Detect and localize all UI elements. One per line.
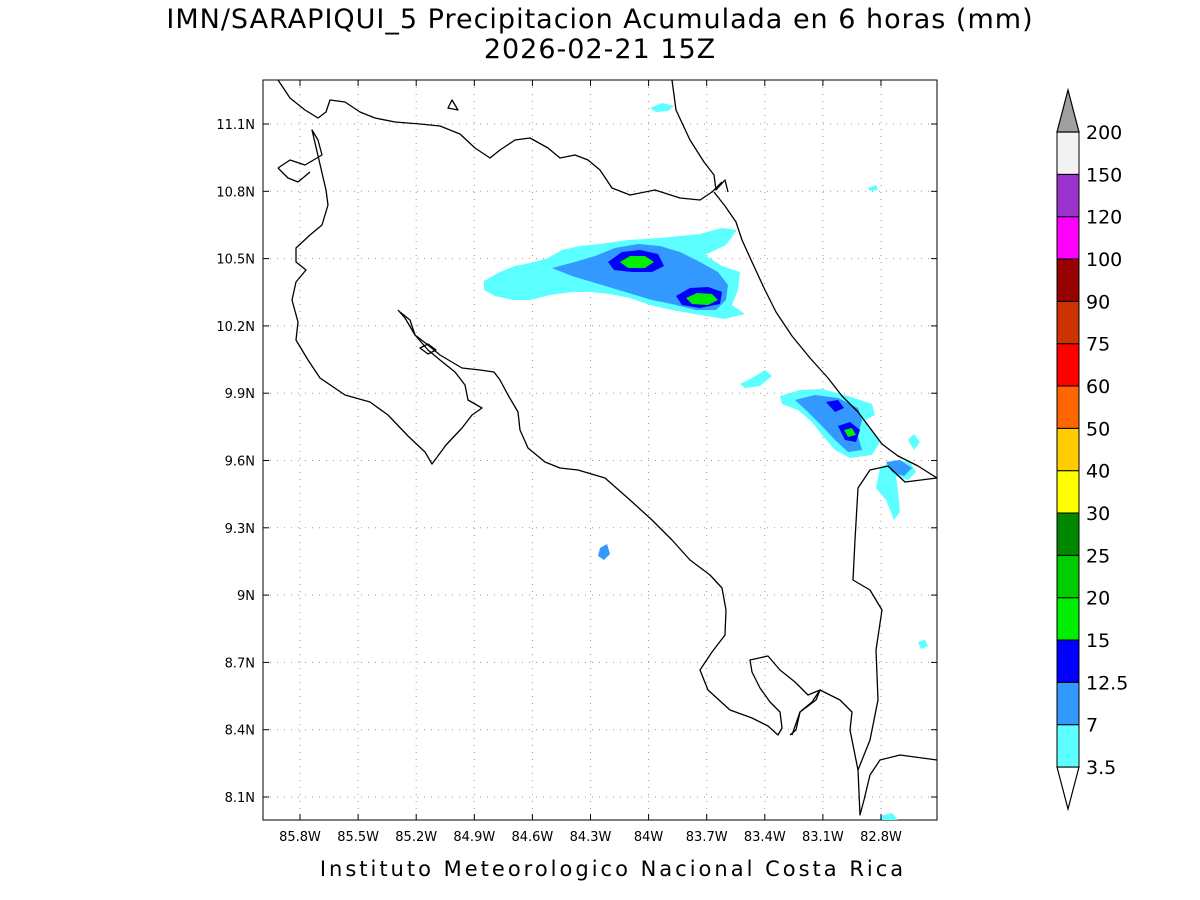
lon-label: 85.5W <box>337 830 379 845</box>
precip-cell-bottom <box>880 813 898 820</box>
precip-cell-pacific-se <box>918 640 928 649</box>
title-line-2: 2026-02-21 15Z <box>483 34 717 65</box>
precip-core-1 <box>620 256 654 268</box>
colorbar-swatch <box>1056 724 1080 768</box>
precip-cell-east <box>908 434 920 450</box>
longitude-labels: 85.8W 85.5W 85.2W 84.9W 84.6W 84.3W 84W 83.7W 83… <box>279 80 902 845</box>
colorbar-swatch <box>1056 470 1080 514</box>
island-chira <box>419 343 437 355</box>
colorbar-label: 15 <box>1086 630 1110 652</box>
latitude-labels: 11.1N 10.8N 10.5N 10.2N 9.9N 9.6N 9.3N 9N 8.7N 8.… <box>216 118 937 806</box>
colorbar-label: 50 <box>1086 418 1110 440</box>
colorbar-label: 75 <box>1086 334 1110 356</box>
colorbar-label: 40 <box>1086 461 1110 483</box>
lat-label: 9N <box>237 589 255 604</box>
precip-cell-sixaola-7 <box>886 460 912 476</box>
colorbar-label: 20 <box>1086 588 1110 610</box>
map-frame <box>262 79 938 821</box>
precip-cell-central <box>598 544 610 560</box>
colorbar-swatch <box>1056 343 1080 387</box>
panama-border <box>852 465 937 816</box>
colorbar-swatch <box>1056 554 1080 599</box>
pacific-coast-south <box>277 167 311 183</box>
colorbar-swatch <box>1056 427 1080 472</box>
colorbar-swatch <box>1056 597 1080 641</box>
colorbar-label: 60 <box>1086 376 1110 398</box>
lat-label: 11.1N <box>216 118 255 133</box>
lat-label: 9.6N <box>225 455 255 470</box>
map-grid <box>263 80 937 820</box>
colorbar-lower-arrow <box>1056 766 1080 812</box>
island-lake <box>447 99 459 111</box>
colorbar-label: 150 <box>1086 164 1122 186</box>
lat-label: 8.7N <box>225 656 255 671</box>
colorbar-label: 90 <box>1086 291 1110 313</box>
precip-cell-ne <box>868 185 878 191</box>
colorbar-swatch <box>1056 300 1080 345</box>
colorbar-swatch <box>1056 385 1080 429</box>
lat-label: 9.9N <box>225 387 255 402</box>
coastlines <box>277 80 937 816</box>
colorbar-label: 100 <box>1086 249 1122 271</box>
colorbar-swatch <box>1056 173 1080 218</box>
colorbar-label: 3.5 <box>1086 757 1116 779</box>
nicaragua-border <box>277 80 723 201</box>
colorbar: 3.5 7 12.5 15 20 25 30 40 50 60 75 90 100 120 150 200 <box>1056 87 1128 812</box>
precip-cell-north <box>650 103 674 112</box>
precip-core-2 <box>686 293 718 305</box>
lon-label: 85.2W <box>395 830 437 845</box>
colorbar-label: 25 <box>1086 545 1110 567</box>
lon-label: 84.9W <box>453 830 495 845</box>
lat-label: 10.5N <box>216 253 255 268</box>
pacific-coast-north <box>277 129 483 465</box>
colorbar-label: 120 <box>1086 207 1122 229</box>
colorbar-label: 200 <box>1086 122 1122 144</box>
precip-core-3 <box>844 428 856 437</box>
lat-label: 9.3N <box>225 522 255 537</box>
lat-label: 10.2N <box>216 320 255 335</box>
colorbar-swatch <box>1056 258 1080 302</box>
precip-shading <box>484 103 928 820</box>
lon-label: 83.1W <box>802 830 844 845</box>
colorbar-swatch <box>1056 512 1080 556</box>
colorbar-swatch <box>1056 681 1080 726</box>
lon-label: 85.8W <box>279 830 321 845</box>
nicoya-gulf <box>399 311 821 736</box>
precip-band-south-12p5 <box>826 400 844 412</box>
lon-label: 84.3W <box>570 830 612 845</box>
lat-label: 10.8N <box>216 185 255 200</box>
colorbar-label: 30 <box>1086 503 1110 525</box>
lat-label: 8.4N <box>225 724 255 739</box>
lon-label: 83.4W <box>744 830 786 845</box>
lat-label: 8.1N <box>225 791 255 806</box>
title-line-1: IMN/SARAPIQUI_5 Precipitacion Acumulada … <box>166 4 1034 35</box>
precip-cell-sixaola <box>876 460 916 520</box>
colorbar-upper-arrow <box>1056 87 1080 133</box>
lon-label: 84W <box>634 830 664 845</box>
lon-label: 82.8W <box>860 830 902 845</box>
osa-peninsula <box>791 689 859 771</box>
colorbar-label: 7 <box>1086 715 1098 737</box>
lon-label: 83.7W <box>686 830 728 845</box>
precip-cell-small <box>740 370 772 388</box>
footer-credit: Instituto Meteorologico Nacional Costa R… <box>319 857 907 881</box>
colorbar-swatch <box>1056 131 1080 175</box>
nicaragua-coast <box>671 80 729 193</box>
lon-label: 84.6W <box>511 830 553 845</box>
colorbar-swatch <box>1056 216 1080 260</box>
caribbean-coast <box>713 191 937 479</box>
colorbar-label: 12.5 <box>1086 672 1128 694</box>
colorbar-swatch <box>1056 639 1080 683</box>
